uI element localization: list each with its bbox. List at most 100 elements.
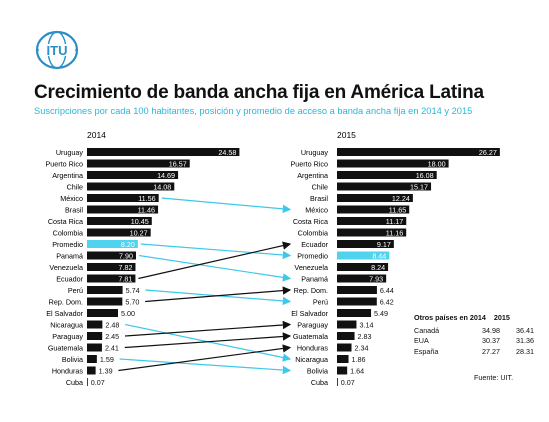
category-label: Panamá [56, 252, 83, 261]
data-label: 0.07 [341, 378, 355, 387]
category-label: Argentina [297, 171, 328, 180]
data-label: 9.17 [377, 240, 391, 249]
bar [87, 274, 136, 283]
data-label: 16.57 [169, 160, 187, 169]
rank-change-arrow [138, 254, 292, 282]
chart-subtitle: Suscripciones por cada 100 habitantes, p… [34, 106, 473, 116]
category-label: Bolivia [62, 355, 83, 364]
category-label: Colombia [53, 229, 83, 238]
data-label: 7.82 [118, 263, 132, 272]
category-label: Costa Rica [293, 217, 328, 226]
panel-year-title: 2015 [337, 130, 356, 140]
category-label: Promedio [297, 252, 328, 261]
bar [87, 251, 136, 260]
data-label: 14.69 [157, 171, 175, 180]
category-label: Rep. Dom. [49, 298, 83, 307]
category-label: Paraguay [297, 321, 328, 330]
data-label: 8.20 [121, 240, 135, 249]
category-label: Cuba [66, 378, 83, 387]
bar [337, 378, 338, 386]
data-label: 8.44 [372, 252, 386, 261]
bar [337, 251, 390, 260]
data-label: 6.42 [380, 298, 394, 307]
logo-text: ITU [47, 43, 68, 58]
bar [87, 263, 136, 271]
data-label: 15.17 [410, 183, 428, 192]
data-label: 11.56 [138, 194, 155, 203]
category-label: Bolivia [307, 367, 328, 376]
category-label: Perú [313, 298, 328, 307]
bar [337, 297, 377, 306]
bar [337, 366, 348, 375]
bar [87, 320, 103, 329]
rank-change-arrow [124, 320, 292, 337]
category-label: El Salvador [291, 309, 328, 318]
country-name: EUA [414, 336, 429, 346]
data-label: 10.45 [131, 217, 149, 226]
data-label: 18.00 [428, 160, 446, 169]
category-label: Promedio [52, 240, 83, 249]
data-label: 11.17 [386, 217, 403, 226]
data-label: 1.39 [99, 367, 113, 376]
rank-change-arrow [138, 241, 292, 280]
bar [87, 148, 240, 156]
category-label: Venezuela [294, 263, 328, 272]
category-label: Costa Rica [48, 217, 83, 226]
category-label: Guatemala [293, 332, 328, 341]
category-label: Nicaragua [295, 355, 328, 364]
bar [337, 182, 432, 191]
data-label: 11.16 [386, 229, 403, 238]
data-label: 11.65 [389, 206, 406, 215]
bar [87, 378, 88, 386]
data-label: 1.64 [350, 367, 364, 376]
rank-change-arrow [145, 286, 292, 303]
data-label: 7.81 [118, 275, 132, 284]
bar [87, 366, 96, 375]
bar [337, 240, 394, 248]
bar [337, 355, 349, 363]
data-label: 2.83 [358, 332, 372, 341]
itu-globe-icon: ITU [35, 30, 79, 70]
bar [337, 217, 407, 225]
bar [87, 194, 159, 202]
rank-change-arrow [124, 332, 292, 349]
category-label: Puerto Rico [45, 160, 83, 169]
data-label: 2.45 [105, 332, 119, 341]
rank-change-arrow [140, 243, 292, 260]
bar [337, 205, 410, 214]
panel-year-title: 2014 [87, 130, 106, 140]
bar [337, 332, 355, 340]
other-countries-header: Otros países en 2014 [414, 313, 486, 322]
bar [337, 263, 389, 271]
category-label: Honduras [297, 344, 329, 353]
bar [337, 274, 387, 283]
bar [337, 286, 377, 294]
rank-change-arrow [118, 344, 292, 372]
data-label: 1.86 [352, 355, 366, 364]
data-label: 2.48 [105, 321, 119, 330]
other-countries-year: 2015 [493, 313, 510, 322]
data-label: 24.58 [218, 148, 236, 157]
category-label: México [60, 194, 83, 203]
category-label: Ecuador [56, 275, 83, 284]
category-label: El Salvador [46, 309, 83, 318]
table-row: Canadá 34.98 36.41 [414, 325, 534, 336]
data-label: 6.44 [380, 286, 394, 295]
data-label: 5.49 [374, 309, 388, 318]
value-2014: 27.27 [482, 346, 500, 356]
category-label: Honduras [52, 367, 84, 376]
bar [87, 297, 123, 306]
data-label: 5.00 [121, 309, 135, 318]
bar [87, 332, 103, 340]
bar [337, 171, 437, 179]
value-2014: 30.37 [482, 336, 500, 346]
data-label: 5.74 [126, 286, 140, 295]
data-label: 14.08 [153, 183, 171, 192]
data-label: 16.08 [416, 171, 434, 180]
data-label: 11.46 [138, 206, 155, 215]
data-label: 2.34 [355, 344, 369, 353]
data-label: 1.59 [100, 355, 114, 364]
data-label: 0.07 [91, 378, 105, 387]
bar [337, 159, 449, 168]
category-label: Venezuela [49, 263, 83, 272]
